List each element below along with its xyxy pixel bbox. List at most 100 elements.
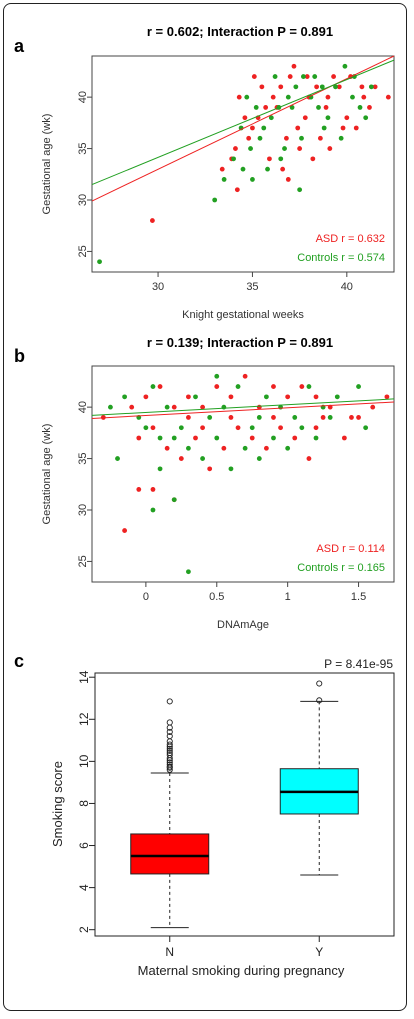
- chart-title-a: r = 0.602; Interaction P = 0.891: [147, 24, 333, 39]
- legend-entry: ASD r = 0.114: [316, 543, 385, 555]
- fit-line-asd: [91, 55, 395, 202]
- data-point-controls: [97, 259, 102, 265]
- x-tick-label: 1.5: [351, 591, 366, 603]
- data-point-asd: [186, 415, 191, 420]
- y-tick-label: 12: [77, 712, 91, 726]
- data-point-asd: [317, 135, 323, 141]
- data-point-asd: [171, 404, 177, 410]
- legend-box: [285, 537, 393, 581]
- data-point-asd: [136, 487, 142, 492]
- data-point-asd: [271, 384, 276, 389]
- x-tick-label: Y: [315, 945, 323, 959]
- outlier-n: [166, 749, 173, 757]
- data-point-controls: [278, 156, 284, 162]
- outlier-n: [166, 741, 173, 748]
- p-value-annotation: P = 8.41e-95: [324, 657, 393, 671]
- data-point-controls: [316, 105, 321, 110]
- data-point-controls: [249, 425, 255, 431]
- data-point-asd: [193, 435, 198, 441]
- y-tick-label: 35: [77, 142, 89, 154]
- data-point-asd: [327, 146, 333, 151]
- x-axis-label-b: DNAmAge: [217, 619, 269, 631]
- data-point-asd: [249, 435, 255, 441]
- data-point-asd: [323, 105, 329, 110]
- data-point-controls: [186, 445, 191, 451]
- data-point-asd: [271, 415, 276, 420]
- y-axis-label-a: Gestational age (wk): [41, 114, 53, 215]
- data-point-asd: [349, 415, 354, 420]
- legend-entry: Controls r = 0.574: [297, 252, 385, 264]
- data-point-controls: [150, 384, 156, 389]
- y-tick-label: 25: [77, 555, 89, 567]
- data-point-asd: [236, 94, 242, 100]
- data-point-asd: [186, 394, 191, 400]
- data-point-asd: [385, 94, 391, 100]
- data-point-asd: [287, 74, 293, 79]
- data-point-controls: [164, 404, 170, 410]
- y-tick-label: 14: [77, 670, 91, 684]
- data-point-controls: [338, 135, 344, 141]
- data-point-controls: [285, 445, 291, 451]
- data-point-asd: [299, 384, 305, 389]
- marks-b: 0 0.5 1 1.5 25 30 35 40 ASD r = 0.114 Controls r …: [77, 373, 395, 603]
- data-point-controls: [250, 177, 255, 182]
- data-point-asd: [284, 135, 289, 141]
- outlier-n: [166, 761, 173, 768]
- x-tick-label: N: [165, 945, 174, 959]
- data-point-asd: [353, 125, 359, 131]
- data-point-asd: [150, 425, 156, 431]
- data-point-asd: [372, 84, 378, 90]
- data-point-controls: [265, 166, 270, 172]
- data-point-controls: [327, 415, 333, 420]
- data-point-controls: [289, 105, 295, 110]
- y-axis-label-b: Gestational age (wk): [41, 424, 53, 525]
- data-point-asd: [242, 373, 248, 379]
- data-point-controls: [325, 115, 331, 121]
- data-point-controls: [228, 466, 234, 472]
- y-tick-label: 40: [77, 91, 89, 103]
- y-tick-label: 30: [77, 194, 89, 206]
- outlier-n: [166, 698, 173, 705]
- panel-c: c P = 8.41e-95 2 4 6 8 10 12 14 N Y Maternal smo…: [14, 651, 395, 978]
- data-point-asd: [304, 74, 310, 79]
- fit-line-controls: [91, 59, 395, 186]
- x-axis-label-c: Maternal smoking during pregnancy: [138, 963, 345, 978]
- data-point-asd: [259, 84, 265, 90]
- outlier-n: [166, 747, 173, 754]
- data-point-asd: [314, 84, 320, 90]
- data-point-asd: [228, 415, 234, 420]
- y-tick-label: 30: [77, 504, 89, 516]
- data-point-controls: [261, 125, 267, 131]
- data-point-asd: [344, 115, 350, 121]
- panel-letter-b: b: [14, 346, 25, 366]
- x-axis-label-a: Knight gestational weeks: [182, 309, 304, 321]
- data-point-asd: [136, 435, 142, 441]
- data-point-asd: [384, 394, 390, 400]
- data-point-asd: [200, 425, 205, 431]
- data-point-asd: [143, 394, 149, 400]
- data-point-controls: [221, 404, 227, 410]
- data-point-controls: [150, 507, 156, 513]
- fit-line-controls: [91, 398, 395, 416]
- y-tick-label: 6: [77, 842, 91, 849]
- data-point-asd: [361, 94, 367, 100]
- legend-entry: ASD r = 0.632: [316, 233, 385, 245]
- data-point-controls: [171, 497, 177, 503]
- panel-a: a r = 0.602; Interaction P = 0.891 30 35 4…: [14, 24, 395, 321]
- data-point-controls: [240, 166, 246, 172]
- data-point-controls: [334, 394, 340, 400]
- data-point-asd: [285, 177, 291, 182]
- data-point-asd: [219, 166, 225, 172]
- y-tick-label: 4: [77, 884, 91, 891]
- data-point-controls: [368, 84, 374, 90]
- outlier-y: [316, 680, 323, 687]
- data-point-controls: [212, 197, 218, 203]
- plot-frame-c: [94, 672, 395, 937]
- data-point-controls: [171, 435, 177, 441]
- data-point-controls: [244, 94, 250, 100]
- x-tick-label: 0: [143, 591, 149, 603]
- data-point-asd: [336, 84, 342, 90]
- marks-a: 30 35 40 25 30 35 40 ASD r = 0.632 Controls r = …: [77, 55, 395, 293]
- outlier-n: [166, 745, 173, 752]
